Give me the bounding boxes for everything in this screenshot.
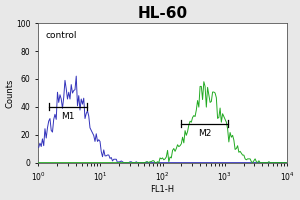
- Title: HL-60: HL-60: [137, 6, 188, 21]
- Y-axis label: Counts: Counts: [6, 78, 15, 108]
- Text: control: control: [46, 31, 77, 40]
- Text: M1: M1: [61, 112, 75, 121]
- Text: M2: M2: [198, 129, 211, 138]
- X-axis label: FL1-H: FL1-H: [151, 185, 175, 194]
